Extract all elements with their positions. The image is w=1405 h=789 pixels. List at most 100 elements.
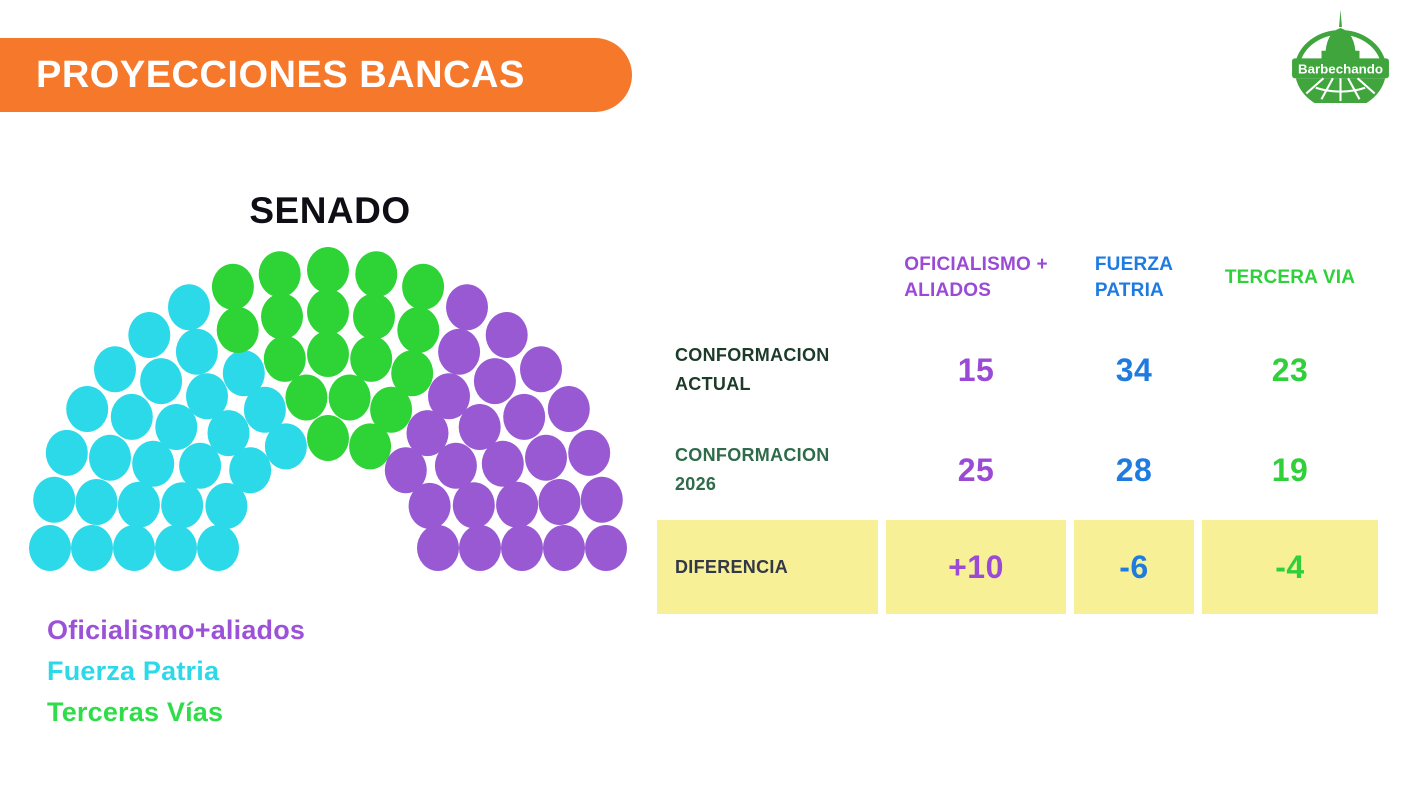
seat-dot (391, 350, 434, 397)
column-header-tercera-via: TERCERA VIA (1202, 235, 1378, 320)
seat-dot (406, 410, 449, 457)
legend-item-fuerza-patria: Fuerza Patria (47, 656, 220, 686)
seat-dot (264, 423, 307, 470)
seat-dot (428, 373, 470, 420)
seat-dot (186, 373, 228, 420)
seat-dot (222, 350, 265, 397)
seat-dot (258, 251, 301, 298)
seat-dot (446, 284, 488, 331)
table-cell: 28 (1074, 420, 1194, 520)
value-diferencia-fuerza-patria: -6 (1119, 548, 1149, 585)
row-label-line: ACTUAL (675, 374, 751, 394)
column-header-line: OFICIALISMO + (904, 253, 1048, 275)
value-2026-tercera-via: 19 (1271, 451, 1309, 488)
seat-dot (458, 404, 501, 450)
seat-dot (547, 386, 590, 432)
field-furrows-icon (1295, 77, 1386, 103)
seat-dot (355, 251, 398, 298)
seat-dot (585, 525, 627, 571)
seat-dot (438, 328, 481, 375)
seat-dot (408, 482, 451, 529)
seat-dot (503, 393, 546, 440)
barbechando-logo: Barbechando (1292, 9, 1389, 103)
seat-dot (580, 476, 623, 523)
seat-dot (307, 289, 349, 335)
seat-dot (243, 386, 286, 433)
row-label-diferencia: DIFERENCIA (657, 520, 878, 614)
row-label-conformacion-actual: CONFORMACION ACTUAL (657, 320, 878, 420)
column-header-fuerza-patria: FUERZA PATRIA (1074, 235, 1194, 320)
seat-dot (140, 358, 183, 405)
row-label-line: DIFERENCIA (675, 556, 789, 577)
page-title: PROYECCIONES BANCAS (36, 53, 525, 96)
seat-dot (481, 440, 524, 487)
seat-dot (350, 335, 393, 382)
seat-dot (33, 476, 76, 523)
seat-dot (370, 386, 413, 433)
seat-dot (161, 482, 204, 529)
legend-item-terceras-vias: Terceras Vías (47, 697, 224, 727)
legend-item-oficialismo: Oficialismo+aliados (47, 615, 306, 645)
seat-dot (211, 263, 254, 310)
seat-dot (402, 263, 445, 310)
seat-dot (473, 358, 516, 405)
seat-dot (155, 404, 198, 450)
column-header-line: PATRIA (1094, 279, 1164, 301)
projection-table: OFICIALISMO + ALIADOS FUERZA PATRIA TERC… (657, 235, 1378, 614)
row-label-line: CONFORMACION (675, 445, 830, 465)
table-cell: 15 (886, 320, 1066, 420)
seat-dot (525, 434, 567, 481)
table-cell: 19 (1202, 420, 1378, 520)
seat-dot (543, 525, 585, 571)
table-corner-cell (657, 235, 878, 320)
value-diferencia-tercera-via: -4 (1275, 548, 1305, 585)
seat-dot (285, 374, 328, 421)
value-actual-oficialismo: 15 (957, 351, 995, 388)
seat-dot (397, 307, 440, 353)
title-banner: PROYECCIONES BANCAS (0, 38, 632, 112)
seat-dot (353, 293, 395, 340)
seat-dot (520, 346, 562, 393)
seat-dot (328, 374, 371, 421)
value-diferencia-oficialismo: +10 (948, 548, 1004, 585)
capitol-dome-icon (1296, 9, 1385, 61)
seat-dot (29, 525, 71, 571)
seat-dot (384, 447, 427, 494)
seat-dot (459, 525, 501, 571)
column-header-oficialismo: OFICIALISMO + ALIADOS (886, 235, 1066, 320)
seat-dot (349, 423, 392, 470)
table-cell: 34 (1074, 320, 1194, 420)
value-2026-fuerza-patria: 28 (1115, 451, 1153, 488)
seat-dot (71, 525, 113, 571)
chart-title: SENADO (249, 190, 411, 231)
seat-dot (307, 331, 349, 377)
senate-hemicycle (29, 247, 627, 571)
table-cell-highlight: -6 (1074, 520, 1194, 614)
chart-legend: Oficialismo+aliados Fuerza Patria Tercer… (47, 610, 305, 733)
seat-dot (261, 293, 303, 340)
seat-dot (485, 312, 528, 358)
table-cell-highlight: -4 (1202, 520, 1378, 614)
seat-dot (75, 479, 118, 525)
seat-dot (113, 525, 155, 571)
seat-dot (45, 429, 88, 476)
row-label-line: CONFORMACION (675, 345, 830, 365)
seat-dot (452, 482, 495, 529)
table-cell: 25 (886, 420, 1066, 520)
seat-dot (117, 481, 160, 528)
seat-dot (216, 307, 259, 353)
table-cell: 23 (1202, 320, 1378, 420)
seat-dot (205, 482, 248, 529)
seat-dot (263, 335, 306, 382)
logo-wordmark: Barbechando (1298, 62, 1383, 77)
seat-dot (417, 525, 459, 571)
seat-dot (66, 386, 109, 432)
seat-dot (207, 410, 250, 457)
seat-dot (307, 415, 349, 461)
seat-dot (197, 525, 239, 571)
row-label-line: 2026 (675, 474, 717, 494)
seat-dot (89, 434, 131, 481)
seat-dot (132, 440, 175, 487)
seat-dot (501, 525, 543, 571)
